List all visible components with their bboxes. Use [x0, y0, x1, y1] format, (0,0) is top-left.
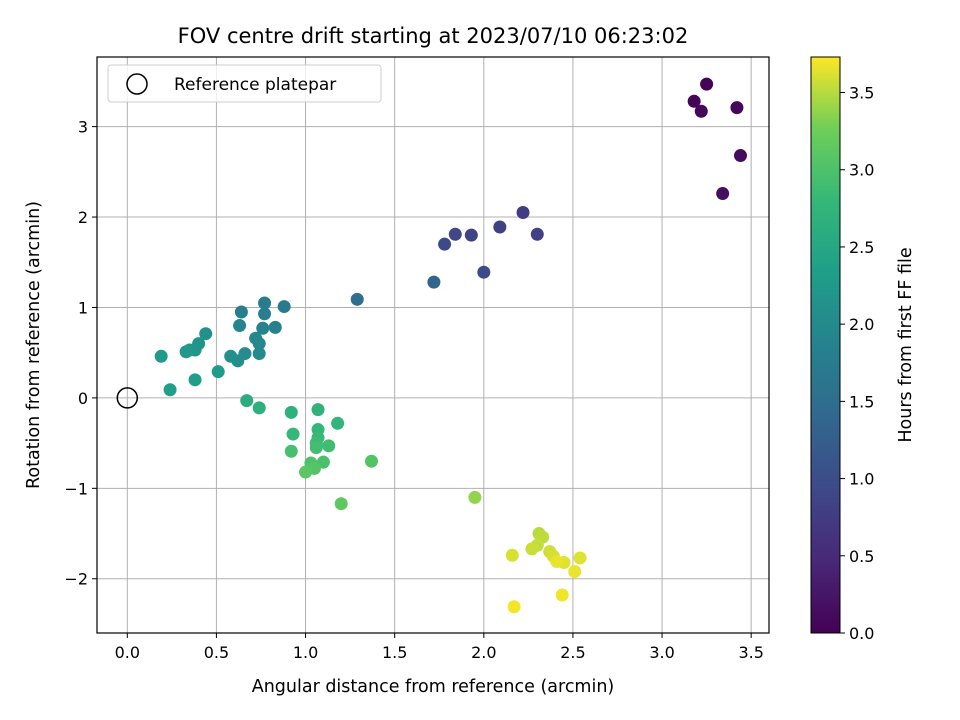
- data-point: [252, 347, 266, 361]
- data-point: [234, 305, 248, 319]
- data-point: [448, 227, 462, 241]
- data-point: [464, 228, 478, 242]
- data-point: [299, 465, 313, 479]
- data-point: [258, 307, 272, 321]
- data-point: [694, 104, 708, 118]
- data-point: [224, 349, 238, 363]
- colorbar-label: Hours from first FF file: [896, 247, 916, 442]
- data-point: [252, 401, 266, 415]
- y-tick-label: 1: [78, 298, 88, 317]
- data-point: [505, 548, 519, 562]
- colorbar-tick-label: 2.5: [849, 238, 874, 257]
- colorbar-tick-label: 1.5: [849, 392, 874, 411]
- x-tick-label: 3.0: [649, 643, 674, 662]
- y-axis-label: Rotation from reference (arcmin): [24, 201, 44, 489]
- legend-marker-reference: [126, 73, 148, 95]
- legend-label-reference: Reference platepar: [174, 75, 336, 95]
- data-point: [309, 441, 323, 455]
- data-point: [687, 94, 701, 108]
- data-point: [568, 565, 582, 579]
- x-tick-label: 1.5: [382, 643, 407, 662]
- data-point: [199, 327, 213, 341]
- data-point: [700, 77, 714, 91]
- data-point: [493, 220, 507, 234]
- colorbar-tick-label: 1.0: [849, 470, 874, 489]
- data-point: [188, 373, 202, 387]
- data-point: [427, 275, 441, 289]
- x-tick-label: 2.5: [560, 643, 585, 662]
- data-point: [530, 227, 544, 241]
- data-point: [268, 320, 282, 334]
- data-points: [154, 77, 747, 614]
- data-point: [350, 292, 364, 306]
- x-tick-label: 0.0: [115, 643, 140, 662]
- data-point: [284, 444, 298, 458]
- colorbar-ticks: 0.0 0.5 1.0 1.5 2.0 2.5 3.0 3.5: [840, 84, 874, 643]
- y-tick-label: 3: [78, 118, 88, 137]
- data-point: [179, 345, 193, 359]
- plot-frame: [96, 56, 770, 634]
- data-point: [438, 237, 452, 251]
- data-point: [555, 588, 569, 602]
- colorbar-tick-label: 3.5: [849, 84, 874, 103]
- data-point: [256, 321, 270, 335]
- data-point: [284, 405, 298, 419]
- x-axis-ticks: 0.0 0.5 1.0 1.5 2.0 2.5 3.0 3.5: [115, 633, 764, 662]
- data-point: [468, 490, 482, 504]
- data-point: [573, 551, 587, 565]
- data-point: [550, 555, 564, 569]
- data-point: [516, 206, 530, 220]
- grid: [97, 57, 769, 633]
- data-point: [258, 296, 272, 310]
- x-tick-label: 2.0: [471, 643, 496, 662]
- reference-marker-layer: [116, 387, 139, 409]
- data-point: [331, 416, 345, 430]
- data-point: [286, 427, 300, 441]
- data-point: [716, 187, 730, 201]
- x-tick-label: 3.5: [738, 643, 763, 662]
- data-point: [477, 265, 491, 279]
- data-point: [525, 542, 539, 556]
- x-tick-label: 1.0: [293, 643, 318, 662]
- x-tick-label: 0.5: [204, 643, 229, 662]
- data-point: [240, 394, 254, 408]
- y-tick-label: 0: [78, 389, 88, 408]
- data-point: [311, 403, 325, 417]
- data-point: [322, 439, 336, 453]
- colorbar-tick-label: 3.0: [849, 161, 874, 180]
- data-point: [365, 454, 379, 468]
- reference-platepar-marker: [116, 387, 139, 409]
- colorbar-tick-label: 0.0: [849, 624, 874, 643]
- y-tick-label: −1: [64, 479, 88, 498]
- colorbar-tick-label: 0.5: [849, 547, 874, 566]
- data-point: [334, 497, 348, 511]
- data-point: [733, 149, 747, 163]
- data-point: [730, 101, 744, 115]
- chart-title: FOV centre drift starting at 2023/07/10 …: [178, 24, 689, 48]
- data-point: [252, 337, 266, 351]
- colorbar: [810, 56, 841, 634]
- legend-box: [107, 64, 382, 103]
- y-axis-ticks: −2 −1 0 1 2 3: [64, 118, 97, 589]
- colorbar-tick-label: 2.0: [849, 315, 874, 334]
- data-point: [154, 349, 168, 363]
- y-tick-label: −2: [64, 570, 88, 589]
- x-axis-label: Angular distance from reference (arcmin): [252, 677, 615, 697]
- data-point: [507, 600, 521, 614]
- data-point: [163, 383, 177, 397]
- data-point: [211, 365, 225, 379]
- data-point: [277, 300, 291, 314]
- data-point: [233, 319, 247, 333]
- legend: Reference platepar: [107, 64, 382, 103]
- y-tick-label: 2: [78, 208, 88, 227]
